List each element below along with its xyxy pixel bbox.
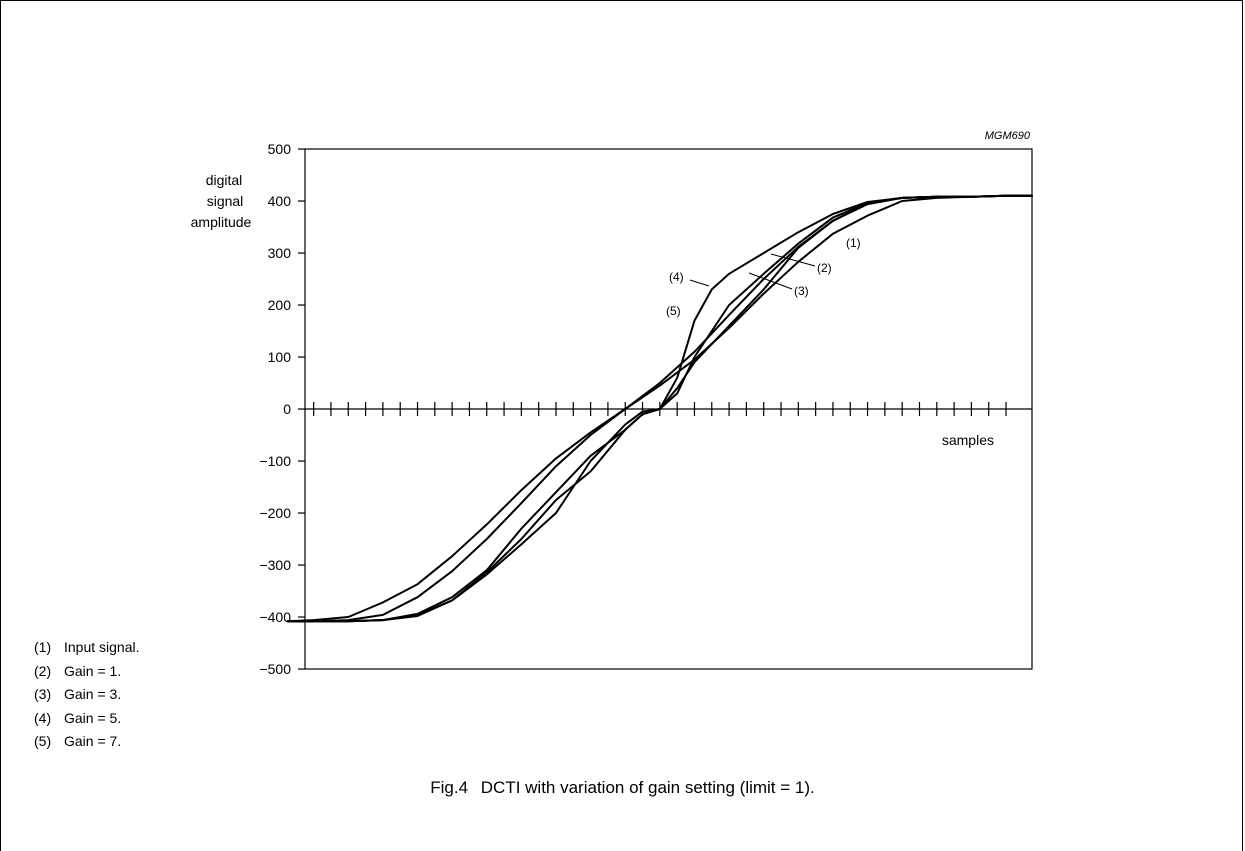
y-tick-label: 400 [268,193,292,209]
y-tick-label: −200 [259,505,291,521]
y-axis-label: digital signal amplitude [191,172,252,230]
y-axis-label-line: amplitude [191,214,252,230]
legend-item: (2) Gain = 1. [34,660,140,684]
caption-number: Fig.4 [430,778,469,797]
legend-number: (3) [34,686,52,702]
legend-item: (3) Gain = 3. [34,683,140,707]
x-axis-label: samples [942,432,994,448]
legend-text: Input signal. [64,639,140,655]
y-tick-label: 0 [283,401,291,417]
legend-number: (1) [34,639,52,655]
y-tick-label: −400 [259,609,291,625]
series-callout: (1) [846,236,861,250]
legend-item: (1) Input signal. [34,636,140,660]
legend-text: Gain = 1. [64,662,122,679]
callout-leader [689,279,710,287]
callout-leader [748,272,793,290]
series-callout: (3) [794,284,809,298]
y-tick-label: 100 [268,349,292,365]
series-callout: (2) [817,261,832,275]
callout-layer: (1) (2) (3) (4) (5) [666,236,861,318]
legend-item: (5) Gain = 7. [34,730,140,754]
figure-id: MGM690 [985,130,1031,142]
y-tick-label: 200 [268,297,292,313]
y-axis-label-line: digital [206,172,243,188]
series-line [286,194,1033,623]
series-callout: (4) [669,270,684,284]
y-tick-label: 300 [268,245,292,261]
y-tick-label: −100 [259,453,291,469]
caption-text: DCTI with variation of gain setting (lim… [480,778,815,797]
legend-text: Gain = 3. [64,686,122,702]
legend-item: (4) Gain = 5. [34,707,140,731]
legend: (1) Input signal. (2) Gain = 1. (3) Gain = 3.… [34,636,140,754]
legend-text: Gain = 5. [64,709,122,726]
legend-number: (4) [34,709,52,726]
y-tick-label: −300 [259,557,291,573]
y-axis-label-line: signal [207,193,244,209]
series-line [286,194,1033,623]
tick-layer: 500 400 300 200 100 0 −100 −200 −300 −400 −500 [259,141,1032,677]
y-tick-label: 500 [268,141,292,157]
legend-number: (2) [34,662,52,679]
legend-number: (5) [34,733,52,749]
legend-text: Gain = 7. [64,733,122,749]
series-callout: (5) [666,304,681,318]
callout-leader [770,253,816,267]
y-tick-label: −500 [259,661,291,677]
figure-caption: Fig.4 DCTI with variation of gain settin… [0,778,1245,798]
series-layer [286,194,1033,623]
chart: 500 400 300 200 100 0 −100 −200 −300 −400 −500 (1)… [191,130,1033,677]
